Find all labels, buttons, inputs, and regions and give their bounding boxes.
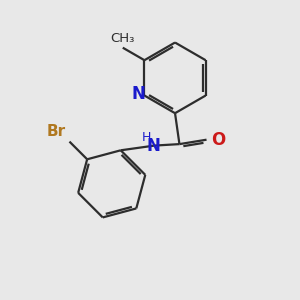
Text: H: H [142, 131, 151, 144]
Text: N: N [146, 136, 160, 154]
Text: Br: Br [47, 124, 66, 139]
Text: CH₃: CH₃ [111, 32, 135, 45]
Text: N: N [131, 85, 145, 103]
Text: O: O [211, 131, 225, 149]
